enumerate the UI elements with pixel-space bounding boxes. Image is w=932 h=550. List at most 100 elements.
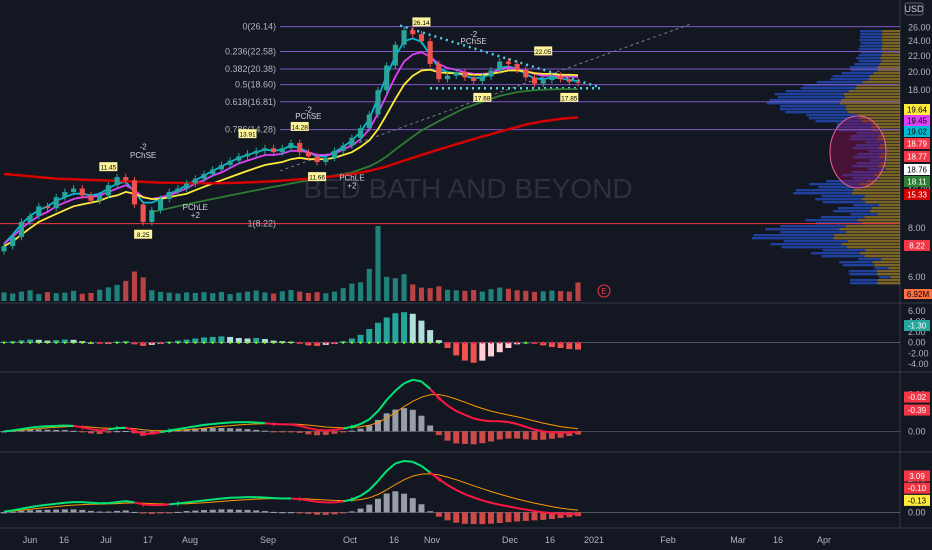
- profile-bar-sell: [845, 96, 900, 99]
- oscillator-bar: [566, 342, 573, 350]
- volume-bars: E: [1, 226, 611, 301]
- signal-price-box: [308, 172, 327, 182]
- time-tick: Jun: [23, 535, 38, 545]
- profile-bar-sell: [874, 264, 900, 267]
- zero-dot: [2, 341, 6, 344]
- currency-label[interactable]: USD: [904, 4, 924, 14]
- histogram-bar: [383, 413, 390, 432]
- candle-body: [505, 61, 511, 64]
- histogram-bar: [244, 509, 251, 513]
- profile-bar-buy: [811, 252, 861, 255]
- oscillator-bar: [140, 342, 147, 346]
- time-tick: 16: [389, 535, 399, 545]
- volume-bar: [271, 293, 277, 301]
- oscillator-bar: [418, 320, 425, 343]
- pane-value-text: 3.09: [909, 472, 925, 481]
- profile-bar-buy: [856, 162, 881, 165]
- zero-dot: [341, 341, 345, 344]
- zero-dot: [20, 341, 23, 344]
- volume-bar: [244, 291, 251, 301]
- pane-value-text: -1.30: [908, 322, 927, 331]
- oscillator-bar: [61, 339, 68, 343]
- profile-bar-buy: [818, 186, 864, 189]
- zero-dot: [141, 341, 145, 344]
- profile-bar-sell: [857, 219, 900, 222]
- histogram-bar: [540, 512, 547, 520]
- zero-dot: [228, 341, 232, 344]
- histogram-bar: [566, 431, 573, 436]
- volume-bar: [401, 274, 407, 301]
- signal-text: +2: [191, 211, 201, 220]
- volume-bar: [505, 288, 511, 301]
- candle-body: [79, 188, 85, 196]
- oscillator-bar: [575, 342, 581, 350]
- macd-line: [256, 421, 265, 425]
- volume-bar: [36, 294, 42, 301]
- candle-body: [323, 157, 329, 163]
- candle-body: [427, 41, 433, 64]
- zero-dot: [176, 341, 180, 344]
- candle-body: [401, 30, 407, 45]
- macd-line: [38, 503, 48, 507]
- macd-line: [464, 493, 474, 499]
- zero-dot: [246, 341, 249, 344]
- pane-tick: 0.00: [908, 338, 926, 348]
- zero-dot: [133, 341, 136, 344]
- macd2-pane: +++++: [0, 459, 900, 525]
- profile-bar-buy: [793, 192, 852, 195]
- histogram-bar: [314, 431, 321, 436]
- volume-bar: [71, 290, 77, 301]
- volume-bar: [18, 291, 24, 301]
- signal-price-box: [290, 121, 309, 131]
- histogram-bar: [235, 509, 242, 513]
- volume-bar: [523, 290, 529, 301]
- histogram-bar: [218, 428, 225, 432]
- profile-bar-sell: [890, 276, 900, 279]
- macd-line: [438, 397, 449, 407]
- profile-bar-sell: [856, 84, 900, 87]
- volume-bar: [323, 293, 329, 301]
- volume-bar: [314, 292, 320, 301]
- profile-bar-buy: [865, 141, 885, 144]
- price-badge: [904, 240, 930, 251]
- oscillator-bar: [53, 340, 60, 343]
- oscillator-bar: [392, 313, 399, 343]
- signal-price-box: [534, 46, 553, 56]
- candle-body: [36, 206, 42, 216]
- profile-bar-sell: [877, 138, 900, 141]
- zero-dot: [463, 341, 467, 344]
- macd-line: [203, 423, 213, 426]
- volume-bar: [166, 292, 172, 301]
- candle-body: [262, 148, 268, 151]
- profile-bar-sell: [888, 267, 900, 270]
- pane-value-badge: [904, 482, 930, 494]
- macd-line: [82, 501, 92, 504]
- volume-bar: [427, 288, 433, 301]
- zero-dot: [324, 341, 327, 344]
- profile-bar-buy: [859, 39, 882, 42]
- signal-price-text: 13.91: [239, 132, 256, 139]
- profile-bar-buy: [815, 198, 862, 201]
- volume-bar: [331, 291, 338, 301]
- profile-bar-buy: [836, 123, 872, 126]
- price-badges: -1.30 -0.02 -0.39 3.09 -0.10 -0.13 19.64 19.45 1…: [904, 104, 932, 506]
- profile-bar-sell: [843, 93, 900, 96]
- top-right-controls[interactable]: USD: [904, 2, 924, 16]
- histogram-bar: [435, 512, 442, 517]
- volume-bar: [53, 293, 59, 301]
- profile-bar-sell: [881, 258, 900, 261]
- zero-dot: [559, 341, 562, 344]
- macd-line: [455, 410, 466, 416]
- histogram-bar: [70, 509, 77, 513]
- volume-bar: [410, 284, 416, 301]
- macd-line: [455, 489, 466, 496]
- price-tick: 8.00: [908, 223, 926, 233]
- histogram-bar: [505, 431, 512, 439]
- profile-bar-buy: [835, 126, 872, 129]
- profile-bar-buy: [859, 45, 882, 48]
- volume-bar: [262, 292, 268, 301]
- profile-bar-sell: [877, 66, 900, 69]
- time-tick: 16: [59, 535, 69, 545]
- candle-body: [149, 210, 155, 222]
